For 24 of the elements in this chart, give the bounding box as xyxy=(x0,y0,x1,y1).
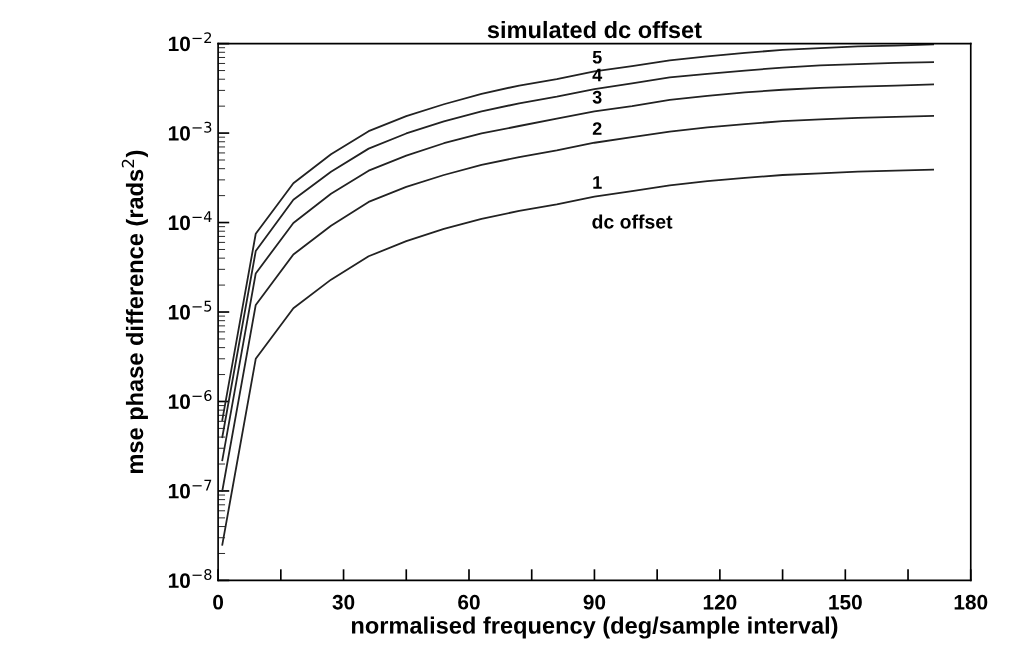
annotation: dc offset xyxy=(592,214,673,229)
x-tick-label: 60 xyxy=(458,594,480,610)
y-tick-label: 10$^{−5}$ xyxy=(168,300,212,320)
x-axis-title: normalised frequency (deg/sample interval) xyxy=(351,616,838,639)
x-tick-label: 180 xyxy=(954,594,988,610)
x-tick-label: 150 xyxy=(829,594,862,610)
x-tick-label: 90 xyxy=(583,594,606,610)
y-tick-label: 10$^{−6}$ xyxy=(168,390,212,410)
y-tick-label: 10$^{−3}$ xyxy=(168,121,212,141)
line-series xyxy=(221,168,935,546)
y-axis-title: mse phase difference (rads$^{2}$) xyxy=(121,150,148,474)
series-label: 3 xyxy=(592,90,602,104)
x-tick-label: 120 xyxy=(703,594,737,610)
y-tick-label: 10$^{−8}$ xyxy=(168,569,212,589)
x-tick-label: 30 xyxy=(332,594,355,610)
y-tick-label: 10$^{−7}$ xyxy=(168,479,212,499)
chart-title: simulated dc offset xyxy=(487,20,702,39)
y-tick-label: 10$^{−4}$ xyxy=(168,211,212,231)
y-tick-label: 10$^{−2}$ xyxy=(168,32,212,52)
series-label: 1 xyxy=(593,176,602,189)
series-label: 4 xyxy=(592,68,603,82)
series-label: 2 xyxy=(592,122,602,135)
series-label: 5 xyxy=(592,51,602,64)
x-tick-label: 0 xyxy=(213,594,224,610)
